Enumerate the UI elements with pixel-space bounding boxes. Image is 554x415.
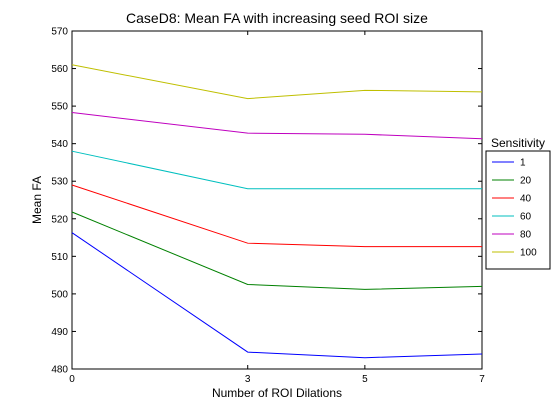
series-line-1 [71, 232, 483, 359]
legend-entry: 20 [520, 176, 532, 187]
y-tick-label: 540 [51, 139, 68, 150]
series-line-40 [71, 184, 482, 248]
y-axis: 480 490 500 510 520 530 540 550 560 570 [51, 27, 482, 376]
series-line-80 [71, 111, 483, 140]
series-line-20 [71, 211, 483, 290]
x-tick-label: 7 [479, 374, 485, 385]
y-tick-label: 490 [51, 327, 68, 338]
y-tick-label: 570 [51, 27, 68, 38]
y-tick-label: 510 [51, 252, 68, 263]
legend-entry: 1 [520, 158, 526, 169]
legend-entry: 100 [520, 248, 537, 259]
plot-frame [71, 30, 483, 370]
legend-entry: 80 [520, 230, 532, 241]
x-tick-label: 0 [69, 374, 75, 385]
y-tick-label: 530 [51, 177, 68, 188]
legend: 1 20 40 60 80 100 [485, 150, 551, 270]
legend-box [485, 150, 551, 270]
x-tick-label: 5 [362, 374, 368, 385]
legend-title: Sensitivity [491, 136, 545, 150]
y-tick-label: 480 [51, 365, 68, 376]
x-axis: 0 3 5 7 [69, 31, 485, 385]
y-tick-label: 560 [51, 64, 68, 75]
series-line-60 [71, 150, 482, 190]
chart-title: CaseD8: Mean FA with increasing seed ROI… [126, 10, 428, 26]
legend-entry: 60 [520, 212, 532, 223]
y-tick-label: 550 [51, 102, 68, 113]
series-layer [71, 64, 483, 359]
y-tick-label: 500 [51, 289, 68, 300]
plot-area [71, 30, 483, 370]
y-axis-label: Mean FA [30, 176, 44, 224]
series-line-100 [71, 64, 483, 100]
legend-entry: 40 [520, 194, 532, 205]
x-axis-label: Number of ROI Dilations [212, 386, 342, 400]
y-tick-label: 520 [51, 214, 68, 225]
x-tick-label: 3 [245, 374, 251, 385]
